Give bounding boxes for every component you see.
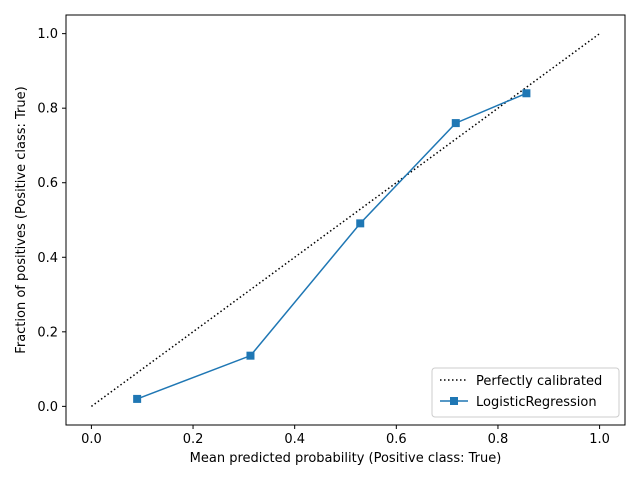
legend-label-perfectly-calibrated: Perfectly calibrated [476, 374, 602, 389]
logistic-regression-point [246, 351, 255, 360]
x-tick-label: 0.8 [488, 432, 509, 447]
legend-marker-logistic-regression [450, 397, 458, 405]
legend-label-logistic-regression: LogisticRegression [476, 395, 597, 410]
axes-frame [65, 14, 626, 426]
logistic-regression-line [136, 92, 527, 400]
plot-area [90, 33, 601, 407]
logistic-regression-point [133, 394, 142, 403]
x-axis-label: Mean predicted probability (Positive cla… [190, 451, 502, 466]
logistic-regression-point [356, 219, 365, 228]
perfectly-calibrated-line [90, 33, 601, 407]
x-tick-label: 0.6 [386, 432, 407, 447]
y-axis-label: Fraction of positives (Positive class: T… [14, 86, 29, 353]
logistic-regression-point [451, 119, 460, 128]
y-tick-label: 0.0 [37, 400, 58, 415]
logistic-regression-point [522, 89, 531, 98]
y-tick-label: 1.0 [37, 27, 58, 42]
y-tick-label: 0.4 [37, 251, 58, 266]
x-axis-ticks: 0.0 0.2 0.4 0.6 0.8 1.0 [81, 425, 610, 447]
legend: Perfectly calibrated LogisticRegression [431, 367, 620, 418]
y-tick-label: 0.6 [37, 176, 58, 191]
y-tick-label: 0.2 [37, 325, 58, 340]
legend-box [431, 367, 620, 418]
x-tick-label: 1.0 [589, 432, 610, 447]
x-tick-label: 0.4 [284, 432, 305, 447]
x-tick-label: 0.0 [81, 432, 102, 447]
y-tick-label: 0.8 [37, 102, 58, 117]
x-tick-label: 0.2 [183, 432, 204, 447]
y-axis-ticks: 0.0 0.2 0.4 0.6 0.8 1.0 [37, 27, 66, 415]
